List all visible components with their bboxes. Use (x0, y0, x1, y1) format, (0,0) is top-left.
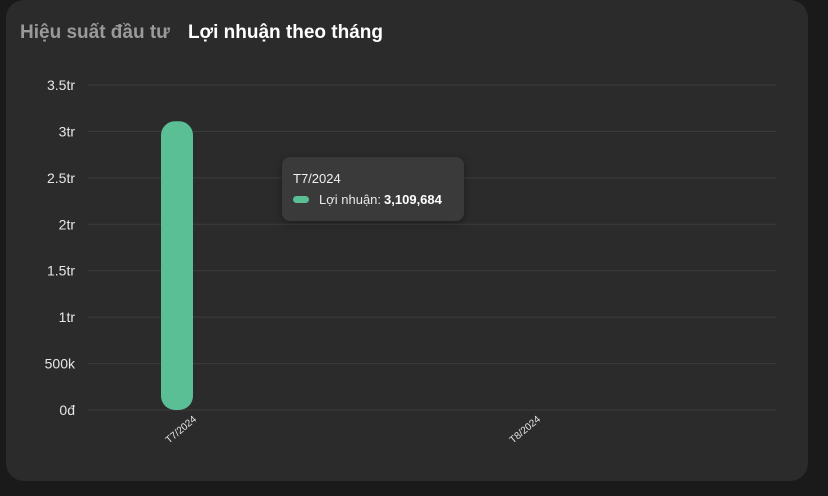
y-tick-label: 2tr (59, 216, 76, 232)
y-tick-label: 2.5tr (47, 170, 75, 186)
chart-card (6, 0, 808, 481)
bars (161, 121, 193, 411)
y-tick-label: 1.5tr (47, 263, 75, 279)
y-tick-label: 500k (45, 356, 76, 372)
tab-bar: Hiệu suất đầu tư Lợi nhuận theo tháng (20, 22, 383, 44)
tooltip-row: Lợi nhuận: 3,109,684 (293, 192, 442, 207)
tooltip-series-label: Lợi nhuận: (319, 192, 382, 207)
y-tick-label: 3.5tr (47, 77, 75, 93)
bar-tooltip: T7/2024 Lợi nhuận: 3,109,684 (282, 157, 464, 221)
x-tick-label: T7/2024 (164, 414, 200, 446)
tab-monthly-profit[interactable]: Lợi nhuận theo tháng (187, 22, 383, 43)
y-tick-label: 3tr (59, 123, 76, 139)
tab-investment-performance[interactable]: Hiệu suất đầu tư (20, 22, 170, 43)
x-tick-label: T8/2024 (508, 414, 544, 446)
x-axis-ticks: T7/2024 T8/2024 (164, 414, 544, 446)
tooltip-value: 3,109,684 (384, 192, 442, 207)
y-axis-ticks: 0đ 500k 1tr 1.5tr 2tr 2.5tr 3tr 3.5tr (45, 77, 76, 418)
legend-swatch-icon (293, 196, 309, 203)
y-tick-label: 0đ (59, 402, 75, 418)
tooltip-title: T7/2024 (293, 171, 341, 186)
grid-lines (88, 84, 776, 411)
y-tick-label: 1tr (59, 309, 76, 325)
bar-T7-2024[interactable] (161, 121, 193, 411)
